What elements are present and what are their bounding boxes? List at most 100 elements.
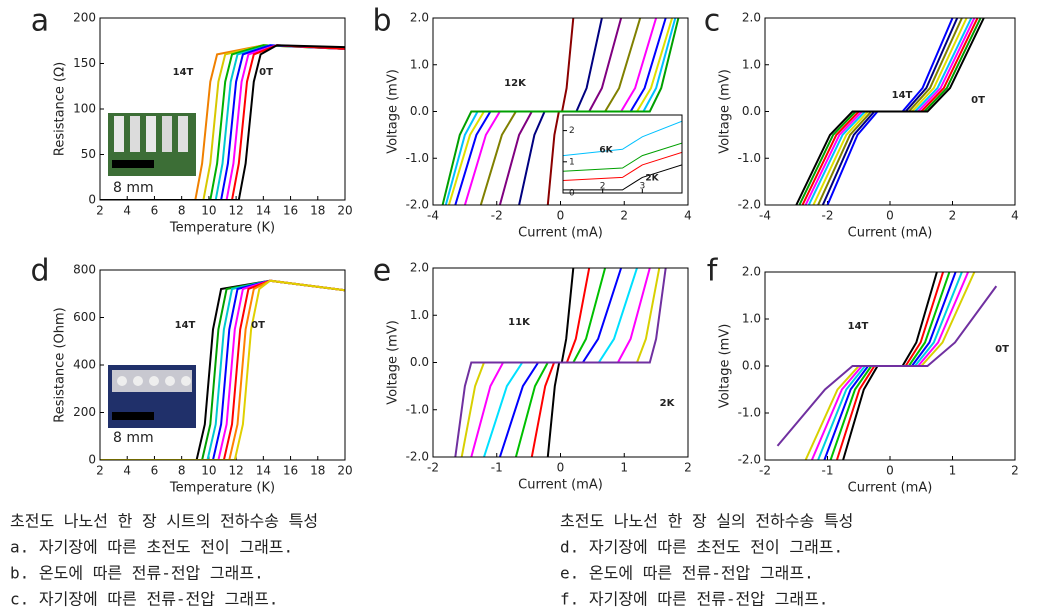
x-axis-label: Temperature (K) bbox=[169, 221, 275, 236]
x-tick-label: 10 bbox=[201, 204, 216, 218]
x-tick-label: 10 bbox=[201, 464, 216, 478]
y-tick-label: -2.0 bbox=[738, 453, 761, 467]
y-tick-label: 0.0 bbox=[410, 104, 429, 118]
annotation: 0T bbox=[251, 320, 265, 331]
curve bbox=[563, 142, 682, 172]
curve bbox=[441, 18, 680, 205]
series-group bbox=[795, 18, 985, 205]
frame bbox=[99, 17, 346, 201]
x-tick-label: 1 bbox=[949, 464, 957, 478]
series-group bbox=[441, 18, 680, 205]
y-tick-label: -1.0 bbox=[738, 406, 761, 420]
x-tick-label: -2 bbox=[759, 464, 771, 478]
caption-heading: 초전도 나노선 한 장 시트의 전하수송 특성 bbox=[10, 512, 318, 531]
caption-line: e. 온도에 따른 전류-전압 그래프. bbox=[560, 564, 814, 583]
y-tick-label: 100 bbox=[73, 102, 96, 116]
panel: 2 4 6 8 10 12 14 16 18 200200400600800Temperature… bbox=[30, 254, 352, 496]
x-tick-label: 2 bbox=[96, 204, 104, 218]
x-tick-label: -1 bbox=[491, 461, 503, 475]
annotation: 0T bbox=[995, 344, 1009, 355]
y-axis-label: Voltage (mV) bbox=[718, 69, 733, 154]
y-tick-label: 2.0 bbox=[410, 261, 429, 275]
x-tick-label: 14 bbox=[256, 204, 271, 218]
curve bbox=[100, 44, 345, 200]
caption-line: f. 자기장에 따른 전류-전압 그래프. bbox=[560, 590, 828, 609]
x-tick-label: 2 bbox=[1011, 464, 1019, 478]
curve bbox=[563, 120, 682, 157]
annotation: 8 mm bbox=[113, 180, 154, 196]
caption-line: c. 자기장에 따른 전류-전압 그래프. bbox=[10, 590, 278, 609]
annotation: 8 mm bbox=[113, 430, 154, 446]
y-tick-label: 600 bbox=[73, 310, 96, 324]
panel: 2 4 6 8 10 12 14 16 18 20050100150200Temperature … bbox=[31, 4, 353, 236]
y-axis-label: Voltage (mV) bbox=[718, 324, 733, 409]
x-axis-label: Current (mA) bbox=[518, 226, 603, 241]
y-tick-label: 200 bbox=[73, 11, 96, 25]
y-tick-label: 1.0 bbox=[742, 312, 761, 326]
x-tick-label: -4 bbox=[427, 209, 439, 223]
x-tick-label: 8 bbox=[178, 464, 186, 478]
y-tick-label: -2.0 bbox=[406, 450, 429, 464]
curve bbox=[795, 18, 985, 205]
x-tick-label: 6 bbox=[151, 464, 159, 478]
x-tick-label: 1 bbox=[620, 461, 628, 475]
annotation: 11K bbox=[508, 317, 531, 328]
panel: -2 -1 0 1 2 -2.0 -1.0 0.0 1.0 2.0 Current (mA) Volt… bbox=[373, 254, 692, 493]
annotation: 2K bbox=[660, 398, 676, 409]
caption-line: d. 자기장에 따른 초전도 전이 그래프. bbox=[560, 538, 843, 557]
series-group bbox=[563, 120, 682, 191]
frame bbox=[562, 114, 683, 194]
y-tick-label: 0.0 bbox=[410, 355, 429, 369]
y-tick-label: 2.0 bbox=[742, 11, 761, 25]
x-tick-label: 4 bbox=[1011, 209, 1019, 223]
x-tick-label: 14 bbox=[256, 464, 271, 478]
frame bbox=[432, 267, 689, 458]
y-tick-label: 0 bbox=[88, 453, 96, 467]
panel-letter: c bbox=[704, 4, 721, 39]
y-tick-label: 2 bbox=[569, 126, 575, 136]
panel: -4 -2 0 2 4 -2.0 -1.0 0.0 1.0 2.0 Current (mA) Volt… bbox=[704, 4, 1019, 241]
x-tick-label: 2 bbox=[600, 182, 606, 192]
caption-line: b. 온도에 따른 전류-전압 그래프. bbox=[10, 564, 264, 583]
y-tick-label: 200 bbox=[73, 405, 96, 419]
panel: -2 -1 0 1 2 -2.0 -1.0 0.0 1.0 2.0 Current (mA) Volt… bbox=[707, 254, 1019, 496]
y-tick-label: 1 bbox=[569, 157, 575, 167]
y-tick-label: 0 bbox=[88, 193, 96, 207]
photo-inset-a bbox=[108, 113, 196, 176]
x-tick-label: 2 bbox=[684, 461, 692, 475]
x-tick-label: -2 bbox=[491, 209, 503, 223]
series-group bbox=[776, 272, 998, 460]
x-tick-label: 4 bbox=[123, 464, 131, 478]
x-tick-label: 2 bbox=[620, 209, 628, 223]
x-tick-label: -1 bbox=[822, 464, 834, 478]
frame bbox=[764, 271, 1016, 461]
panel-letter: d bbox=[30, 254, 49, 289]
x-tick-label: 12 bbox=[228, 464, 243, 478]
y-tick-label: 400 bbox=[73, 358, 96, 372]
annotation: 6K bbox=[599, 146, 613, 156]
x-tick-label: 2 bbox=[96, 464, 104, 478]
y-axis-label: Voltage (mV) bbox=[386, 320, 401, 405]
x-tick-label: 2 bbox=[949, 209, 957, 223]
x-axis-label: Current (mA) bbox=[518, 478, 603, 493]
y-tick-label: 1.0 bbox=[742, 57, 761, 71]
panel-letter: b bbox=[372, 4, 391, 39]
y-tick-label: -2.0 bbox=[738, 198, 761, 212]
annotation: 12K bbox=[504, 78, 527, 89]
x-tick-label: 6 bbox=[151, 204, 159, 218]
x-tick-label: 0 bbox=[886, 464, 894, 478]
photo-inset-d bbox=[108, 365, 196, 428]
y-tick-label: -2.0 bbox=[406, 198, 429, 212]
x-tick-label: 0 bbox=[557, 461, 565, 475]
y-tick-label: 1.0 bbox=[410, 57, 429, 71]
y-tick-label: -1.0 bbox=[406, 151, 429, 165]
x-tick-label: 20 bbox=[337, 464, 352, 478]
x-tick-label: 8 bbox=[178, 204, 186, 218]
x-axis-label: Current (mA) bbox=[848, 226, 933, 241]
curve bbox=[100, 44, 345, 200]
x-axis-label: Current (mA) bbox=[848, 481, 933, 496]
curve bbox=[100, 279, 345, 460]
x-tick-label: 18 bbox=[310, 464, 325, 478]
